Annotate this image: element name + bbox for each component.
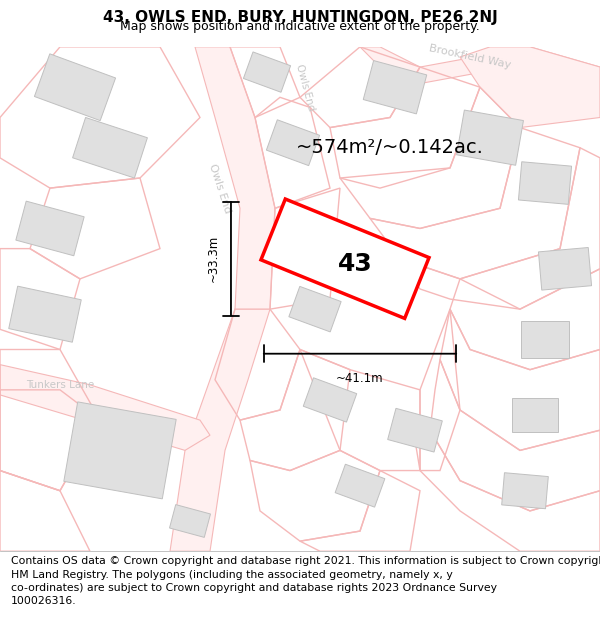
Polygon shape: [518, 162, 572, 204]
Polygon shape: [303, 378, 357, 422]
Polygon shape: [538, 248, 592, 290]
Polygon shape: [170, 504, 211, 538]
Polygon shape: [457, 110, 523, 165]
Polygon shape: [0, 364, 210, 451]
Text: Map shows position and indicative extent of the property.: Map shows position and indicative extent…: [120, 20, 480, 32]
Polygon shape: [521, 321, 569, 357]
Polygon shape: [363, 61, 427, 114]
Polygon shape: [512, 398, 558, 432]
Polygon shape: [244, 52, 290, 92]
Text: ~574m²/~0.142ac.: ~574m²/~0.142ac.: [296, 138, 484, 158]
Polygon shape: [170, 47, 275, 551]
Polygon shape: [335, 464, 385, 507]
Polygon shape: [460, 47, 600, 128]
Text: Brookfield Way: Brookfield Way: [428, 43, 512, 71]
Polygon shape: [34, 54, 116, 121]
Text: Tunkers Lane: Tunkers Lane: [26, 380, 94, 390]
Text: Owls End: Owls End: [294, 62, 316, 112]
Polygon shape: [9, 286, 81, 342]
Polygon shape: [261, 199, 429, 318]
Text: ~41.1m: ~41.1m: [336, 372, 384, 385]
Text: 43, OWLS END, BURY, HUNTINGDON, PE26 2NJ: 43, OWLS END, BURY, HUNTINGDON, PE26 2NJ: [103, 10, 497, 25]
Polygon shape: [360, 47, 600, 88]
Polygon shape: [275, 207, 325, 250]
Text: Contains OS data © Crown copyright and database right 2021. This information is : Contains OS data © Crown copyright and d…: [11, 556, 600, 606]
Polygon shape: [289, 286, 341, 332]
Polygon shape: [16, 201, 84, 256]
Polygon shape: [64, 402, 176, 499]
Text: Owls End: Owls End: [207, 162, 233, 214]
Text: ~33.3m: ~33.3m: [206, 235, 220, 282]
Polygon shape: [266, 120, 320, 166]
Polygon shape: [502, 472, 548, 509]
Text: 43: 43: [338, 252, 373, 276]
Polygon shape: [73, 118, 148, 178]
Polygon shape: [388, 408, 442, 452]
